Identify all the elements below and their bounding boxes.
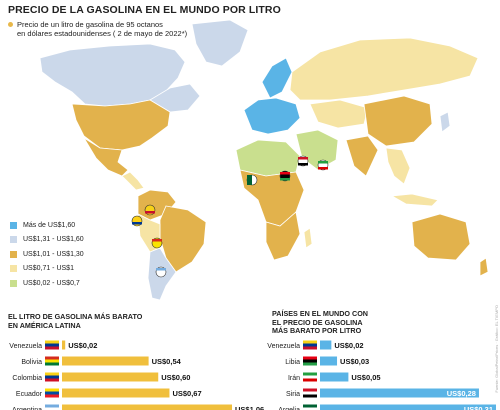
bar-value-label: US$0,28 — [447, 389, 476, 398]
legend-item: US$1,31 - US$1,60 — [10, 233, 84, 248]
bar — [62, 372, 159, 382]
map-flag-libya-icon — [279, 170, 291, 182]
subtitle-line-1: Precio de un litro de gasolina de 95 oct… — [17, 20, 163, 29]
bar-flag-icon — [45, 356, 59, 366]
bar-category-label: Siria — [286, 391, 300, 398]
bar-value-label: US$0,31 — [464, 405, 493, 410]
legend-swatch — [10, 250, 17, 258]
world-title-line-3: MÁS BARATO POR LITRO — [272, 326, 362, 335]
bar — [62, 404, 232, 410]
map-central-asia — [309, 99, 369, 129]
bar — [320, 404, 496, 410]
world-map — [39, 19, 489, 300]
bar — [62, 356, 149, 366]
world-section-title: PAÍSES EN EL MUNDO CON EL PRECIO DE GASO… — [272, 309, 368, 336]
map-scandinavia — [261, 57, 293, 99]
latam-title-line-1: EL LITRO DE GASOLINA MÁS BARATO — [8, 312, 143, 321]
legend-item: US$0,71 - US$1 — [10, 262, 84, 277]
map-europe — [243, 97, 301, 135]
bar-value-label: US$0,02 — [68, 341, 97, 350]
map-flag-bolivia-icon — [151, 237, 163, 249]
bar-value-label: US$0,54 — [152, 357, 182, 366]
bar-value-label: US$0,67 — [172, 389, 201, 398]
map-australia — [411, 213, 471, 261]
map-usa — [71, 99, 171, 151]
map-flag-argentina-icon — [155, 266, 167, 278]
subtitle-bullet-icon — [8, 22, 13, 27]
bar-flag-icon — [303, 404, 317, 410]
world-title-line-1: PAÍSES EN EL MUNDO CON — [272, 309, 368, 318]
map-flag-algeria-icon — [246, 174, 258, 186]
bar-category-label: Argelia — [278, 407, 300, 410]
bar — [320, 388, 479, 398]
subtitle-line-2: en dólares estadounidenses ( 2 de mayo d… — [17, 29, 188, 38]
map-central-america — [121, 171, 145, 191]
bar-value-label: US$0,05 — [351, 373, 380, 382]
legend-label: US$1,01 - US$1,30 — [23, 250, 84, 258]
latam-bar-chart: Venezuela US$0,02 Bolivia US$0,54 Colombia US… — [9, 340, 264, 410]
legend-label: Más de US$1,60 — [23, 221, 76, 229]
bar-category-label: Argentina — [12, 407, 42, 410]
bar-value-label: US$0,02 — [334, 341, 363, 350]
legend-label: US$0,71 - US$1 — [23, 265, 74, 273]
bar-flag-icon — [303, 340, 317, 350]
bar-category-label: Venezuela — [9, 343, 42, 350]
bar — [62, 388, 170, 398]
map-china — [363, 95, 433, 147]
bar-category-label: Colombia — [12, 375, 42, 382]
bar — [320, 372, 349, 382]
bar-category-label: Bolivia — [21, 359, 42, 366]
bar — [62, 340, 66, 350]
legend-item: Más de US$1,60 — [10, 218, 84, 233]
map-mexico — [83, 137, 129, 177]
bar-value-label: US$0,03 — [340, 357, 369, 366]
bar-category-label: Venezuela — [267, 343, 300, 350]
map-japan — [439, 111, 451, 133]
legend-swatch — [10, 265, 17, 273]
bar-flag-icon — [303, 372, 317, 382]
legend-item: US$1,01 - US$1,30 — [10, 247, 84, 262]
map-north-africa — [235, 139, 301, 177]
bar-flag-icon — [45, 340, 59, 350]
bar-value-label: US$1,06 — [235, 405, 264, 410]
map-russia — [289, 37, 479, 101]
map-flag-colombia-icon — [131, 215, 143, 227]
bar-flag-icon — [45, 388, 59, 398]
bar-flag-icon — [45, 404, 59, 410]
chart-title: PRECIO DE LA GASOLINA EN EL MUNDO POR LI… — [8, 4, 281, 16]
map-southern-africa — [265, 211, 301, 261]
bar-category-label: Irán — [288, 375, 300, 382]
map-india — [345, 135, 379, 177]
map-flag-venezuela-icon — [144, 204, 156, 216]
legend-label: US$0,02 - US$0,7 — [23, 279, 80, 287]
latam-title-line-2: EN AMÉRICA LATINA — [8, 320, 81, 330]
bar-category-label: Ecuador — [16, 391, 43, 398]
map-indonesia — [390, 193, 439, 207]
legend-swatch — [10, 236, 17, 244]
source-credit: Fuente: GlobalPetrolPrices · Gráfico: EL… — [494, 305, 499, 393]
map-greenland — [191, 19, 249, 67]
bar-flag-icon — [303, 388, 317, 398]
map-flag-iran-icon — [317, 159, 329, 171]
chart-subtitle: Precio de un litro de gasolina de 95 oct… — [8, 20, 187, 38]
world-bar-chart: Venezuela US$0,02 Libia US$0,03 Irán US$0,05 S… — [267, 340, 496, 410]
legend-item: US$0,02 - US$0,7 — [10, 276, 84, 291]
map-flag-syria-icon — [297, 155, 309, 167]
map-madagascar — [303, 227, 313, 249]
world-title-line-2: EL PRECIO DE GASOLINA — [272, 317, 363, 327]
bar-flag-icon — [45, 372, 59, 382]
bar — [320, 356, 338, 366]
map-legend: Más de US$1,60 US$1,31 - US$1,60 US$1,01 -… — [10, 218, 84, 291]
bar-value-label: US$0,60 — [161, 373, 190, 382]
legend-swatch — [10, 279, 17, 287]
map-new-zealand — [479, 257, 489, 277]
bar-flag-icon — [303, 356, 317, 366]
bar — [320, 340, 332, 350]
bar-category-label: Libia — [285, 359, 300, 366]
legend-swatch — [10, 221, 17, 229]
legend-label: US$1,31 - US$1,60 — [23, 236, 84, 244]
latam-section-title: EL LITRO DE GASOLINA MÁS BARATO EN AMÉRI… — [8, 312, 143, 330]
map-southeast-asia — [385, 147, 411, 185]
